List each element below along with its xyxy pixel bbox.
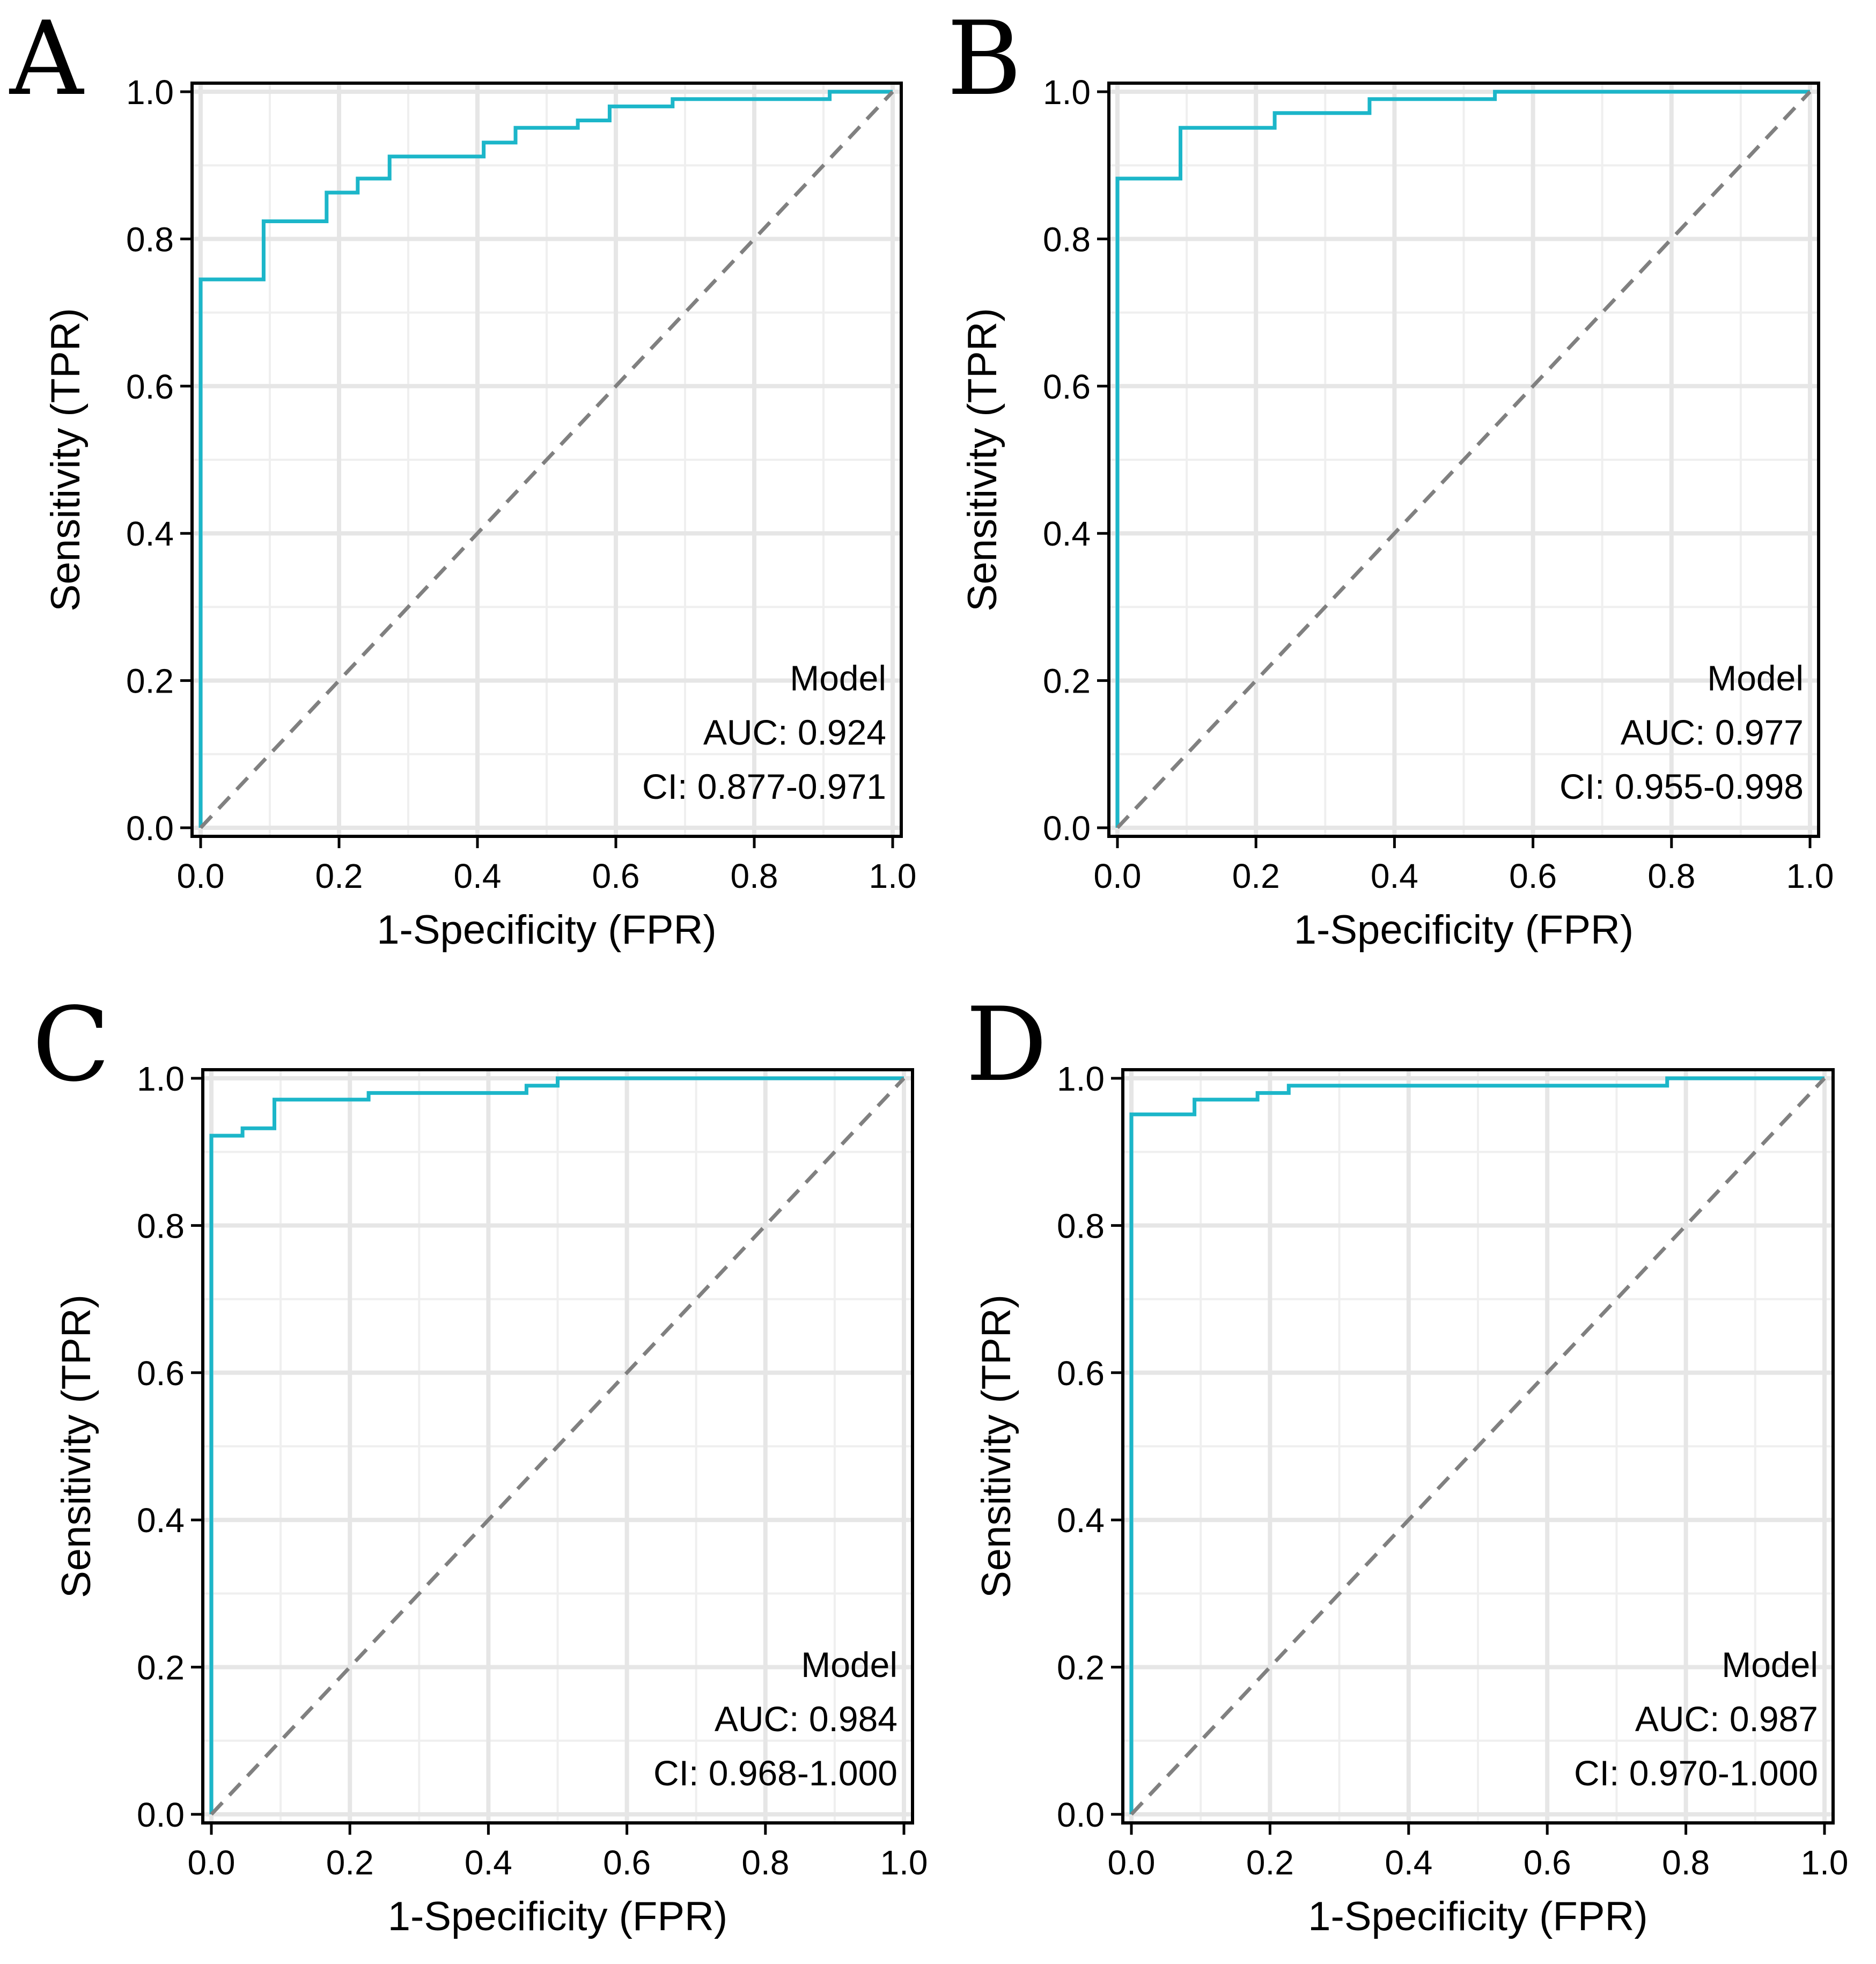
y-tick-label: 0.2	[1057, 1649, 1105, 1687]
x-tick-label: 0.6	[603, 1843, 651, 1882]
y-tick-label: 0.2	[137, 1649, 185, 1687]
y-tick-label: 0.6	[126, 367, 174, 406]
roc-curve	[198, 90, 893, 828]
y-tick-label: 0.4	[1043, 514, 1091, 553]
annotation-model-label: Model	[1721, 1645, 1818, 1685]
x-tick-label: 1.0	[1786, 857, 1834, 895]
reference-diagonal	[199, 90, 894, 829]
x-tick-label: 1.0	[880, 1843, 928, 1882]
x-axis-title: 1-Specificity (FPR)	[377, 907, 716, 953]
x-tick-label: 0.0	[188, 1843, 236, 1882]
x-tick-label: 0.0	[1094, 857, 1142, 895]
x-tick-label: 0.4	[1371, 857, 1418, 895]
annotation-model-label: Model	[1707, 658, 1804, 698]
y-tick-label: 0.8	[1057, 1207, 1105, 1245]
reference-diagonal	[210, 1077, 906, 1816]
y-tick-label: 0.8	[137, 1207, 185, 1245]
annotation-ci: CI: 0.970-1.000	[1574, 1753, 1818, 1793]
annotation-model-label: Model	[801, 1645, 897, 1685]
x-tick-label: 0.6	[592, 857, 640, 895]
x-tick-label: 0.8	[731, 857, 778, 895]
y-tick-label: 1.0	[1043, 73, 1091, 112]
y-tick-label: 0.6	[1043, 367, 1091, 406]
roc-curve	[1129, 1076, 1824, 1814]
y-axis-title: Sensitivity (TPR)	[43, 308, 89, 612]
annotation-ci: CI: 0.877-0.971	[642, 767, 886, 806]
y-tick-label: 0.8	[126, 220, 174, 259]
y-tick-label: 0.2	[126, 662, 174, 701]
x-axis-title: 1-Specificity (FPR)	[388, 1894, 727, 1939]
y-tick-label: 0.8	[1043, 220, 1091, 259]
plot-frame	[1121, 1068, 1835, 1825]
x-tick-label: 0.2	[1232, 857, 1280, 895]
x-tick-label: 0.0	[177, 857, 225, 895]
y-tick-label: 1.0	[126, 73, 174, 112]
y-axis-title: Sensitivity (TPR)	[974, 1294, 1019, 1598]
y-tick-label: 0.6	[137, 1354, 185, 1393]
x-tick-label: 0.4	[1385, 1843, 1432, 1882]
plot-frame	[190, 82, 903, 838]
roc-panel-d: D 0.0 0.2 0.4 0.6 0.8 1.0 0.0 0.2 0.4 0.6 0.8 1.0 1-S…	[966, 985, 1848, 1939]
x-tick-label: 0.8	[741, 1843, 789, 1882]
y-tick-label: 0.4	[1057, 1501, 1105, 1540]
panel-letter: D	[966, 985, 1047, 1104]
y-tick-label: 0.4	[126, 514, 174, 553]
x-tick-label: 0.2	[315, 857, 363, 895]
y-tick-label: 0.0	[137, 1796, 185, 1834]
roc-curve	[209, 1076, 904, 1814]
roc-panel-a: A 0.0 0.2 0.4 0.6 0.8 1.0 0.0 0.2 0.4 0.6 0.8 1.0 1-S…	[9, 0, 916, 953]
y-tick-label: 1.0	[137, 1060, 185, 1098]
x-tick-label: 1.0	[869, 857, 917, 895]
y-tick-label: 0.0	[1043, 809, 1091, 848]
x-axis-title: 1-Specificity (FPR)	[1308, 1894, 1647, 1939]
grid	[192, 83, 901, 836]
y-axis-title: Sensitivity (TPR)	[54, 1294, 99, 1598]
x-tick-label: 1.0	[1801, 1843, 1849, 1882]
x-tick-label: 0.0	[1108, 1843, 1156, 1882]
y-tick-label: 1.0	[1057, 1060, 1105, 1098]
panel-letter: B	[947, 0, 1022, 118]
x-tick-label: 0.4	[465, 1843, 512, 1882]
plot-frame	[201, 1068, 914, 1825]
panel-letter: A	[9, 0, 85, 118]
y-tick-label: 0.6	[1057, 1354, 1105, 1393]
annotation-auc: AUC: 0.924	[703, 712, 886, 752]
x-tick-label: 0.6	[1509, 857, 1557, 895]
y-tick-label: 0.0	[1057, 1796, 1105, 1834]
x-axis-title: 1-Specificity (FPR)	[1294, 907, 1634, 953]
reference-diagonal	[1130, 1077, 1826, 1816]
x-tick-label: 0.8	[1662, 1843, 1710, 1882]
plot-frame	[1107, 82, 1820, 838]
roc-panel-b: B 0.0 0.2 0.4 0.6 0.8 1.0 0.0 0.2 0.4 0.6 0.8 1.0 1-S…	[947, 0, 1834, 953]
roc-panel-c: C 0.0 0.2 0.4 0.6 0.8 1.0 0.0 0.2 0.4 0.6 0.8 1.0 1-S…	[32, 985, 928, 1939]
x-tick-label: 0.2	[326, 1843, 374, 1882]
y-tick-label: 0.2	[1043, 662, 1091, 701]
x-tick-label: 0.4	[454, 857, 502, 895]
reference-diagonal	[1116, 90, 1812, 829]
x-tick-label: 0.6	[1524, 1843, 1571, 1882]
x-tick-label: 0.8	[1647, 857, 1695, 895]
y-axis-title: Sensitivity (TPR)	[960, 308, 1005, 612]
y-tick-label: 0.0	[126, 809, 174, 848]
panel-letter: C	[32, 985, 110, 1104]
annotation-auc: AUC: 0.977	[1621, 712, 1804, 752]
roc-curve	[1115, 90, 1810, 828]
x-tick-label: 0.2	[1246, 1843, 1294, 1882]
y-tick-label: 0.4	[137, 1501, 185, 1540]
annotation-ci: CI: 0.955-0.998	[1559, 767, 1804, 806]
annotation-auc: AUC: 0.987	[1635, 1699, 1818, 1739]
annotation-auc: AUC: 0.984	[715, 1699, 897, 1739]
annotation-ci: CI: 0.968-1.000	[653, 1753, 897, 1793]
annotation-model-label: Model	[790, 658, 886, 698]
